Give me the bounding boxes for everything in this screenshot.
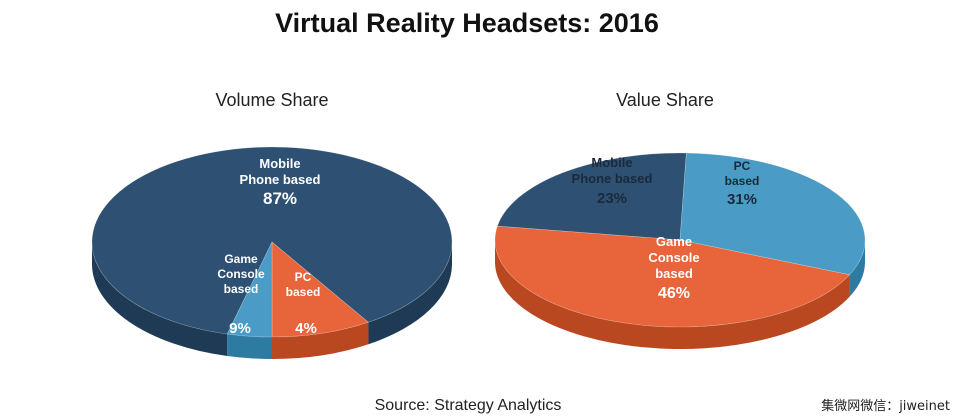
slice-value-pc: 4%	[295, 320, 317, 337]
slice-label-mobile: Phone based	[240, 172, 321, 187]
pie-slice-pc	[226, 241, 273, 338]
pie-side-walls	[92, 242, 452, 359]
slice-label-game: Game	[656, 234, 692, 249]
slice-value-game: 46%	[658, 285, 690, 302]
pie-side-pc	[849, 240, 866, 297]
slice-label-mobile: Phone based	[572, 171, 653, 186]
slice-value-game: 9%	[229, 320, 251, 337]
value-share-title: Value Share	[616, 90, 714, 110]
slice-label-pc: based	[286, 285, 321, 299]
pie-side-game	[495, 240, 850, 349]
pie-slice-game	[271, 241, 370, 338]
slice-label-game: based	[224, 282, 259, 296]
watermark: 集微网微信：jiweinet	[821, 398, 950, 414]
slice-value-mobile: 87%	[263, 189, 297, 208]
source-note: Source: Strategy Analytics	[375, 397, 562, 414]
pie-slice-game	[494, 225, 851, 328]
pie-side-walls	[495, 240, 866, 349]
slice-label-game: Console	[217, 267, 265, 281]
pie-side-mobile	[368, 242, 452, 345]
slice-label-mobile: Mobile	[591, 155, 632, 170]
slice-label-pc: PC	[295, 270, 312, 284]
slice-label-game: Game	[224, 252, 258, 266]
volume-share-title: Volume Share	[215, 90, 328, 110]
pie-slice-mobile	[91, 146, 453, 335]
pie-side-pc	[227, 334, 272, 359]
slice-label-pc: based	[725, 174, 760, 188]
slice-label-mobile: Mobile	[259, 156, 300, 171]
slice-label-pc: PC	[734, 159, 751, 173]
pie-side-mobile	[92, 242, 228, 357]
slice-label-game: based	[655, 266, 693, 281]
slice-value-pc: 31%	[727, 191, 757, 208]
pie-side-game	[272, 322, 369, 359]
chart-title: Virtual Reality Headsets: 2016	[275, 8, 659, 38]
slice-label-game: Console	[648, 250, 699, 265]
pie-slice-pc	[679, 152, 866, 276]
pie-slice-mobile	[496, 152, 687, 241]
slice-value-mobile: 23%	[597, 190, 627, 207]
